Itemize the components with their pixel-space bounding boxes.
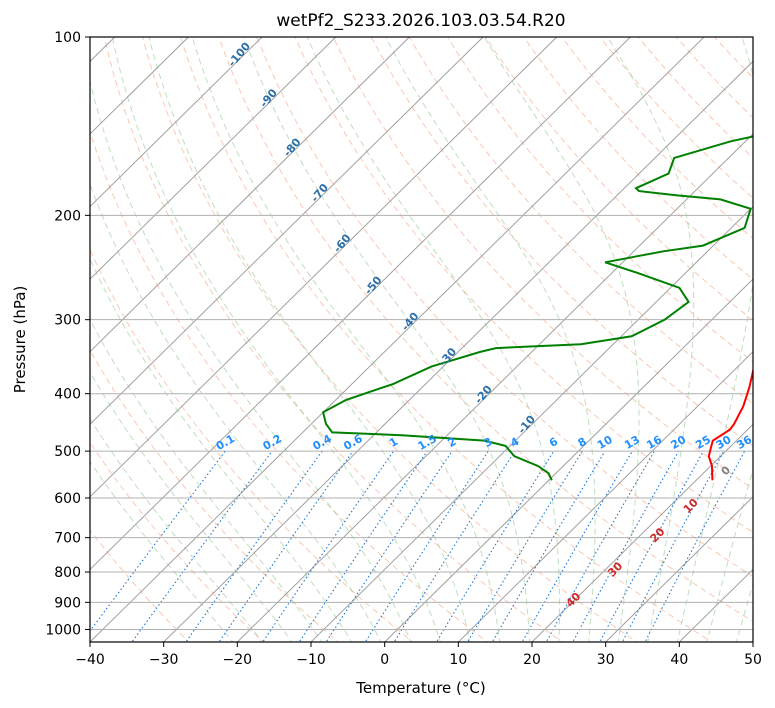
x-tick-label: −40: [75, 652, 105, 668]
dry-adiabat: [294, 37, 753, 533]
x-tick-label: −30: [149, 652, 179, 668]
isotherm: [90, 37, 631, 571]
mixing-ratio-line: [298, 450, 428, 642]
mixing-ratio-line: [435, 450, 555, 642]
mixing-ratio-line: [599, 450, 704, 642]
dewpoint-profile: [321, 135, 753, 481]
y-axis-title: Pressure (hPa): [11, 286, 29, 394]
dry-adiabat: [256, 37, 753, 578]
x-tick-label: 30: [597, 652, 615, 668]
x-tick-label: 20: [523, 652, 541, 668]
temperature-profile: [707, 366, 753, 481]
isotherm: [90, 37, 263, 208]
isotherm: [90, 37, 484, 425]
mixing-ratio-line: [364, 450, 489, 642]
mixing-ratio-line: [393, 450, 516, 642]
plot-frame: [89, 36, 754, 643]
x-tick-label: 50: [744, 652, 762, 668]
mixing-ratio-line: [621, 450, 725, 642]
isotherm: [90, 37, 337, 280]
isotherm: [163, 60, 753, 642]
isotherm: [384, 278, 753, 642]
mixing-ratio-line: [131, 450, 273, 642]
y-tick-label: 900: [54, 595, 81, 611]
dry-adiabat: [90, 130, 489, 642]
mixing-ratio-line: [185, 450, 323, 642]
moist-adiabat: [90, 79, 412, 642]
moist-adiabat: [90, 182, 382, 642]
isotherm: [605, 496, 753, 642]
mixing-ratio-line: [521, 450, 633, 642]
isotherm: [531, 423, 753, 642]
y-axis: 100 200 300 400 500 600 700 800 900 1000: [45, 30, 90, 638]
x-axis: −40 −30 −20 −10 0 10 20 30 40 50: [75, 642, 762, 668]
isotherm: [90, 37, 410, 353]
mixing-ratio-line: [325, 450, 453, 642]
y-tick-label: 200: [54, 208, 81, 224]
dry-adiabat: [370, 37, 753, 447]
isotherm: [457, 350, 753, 642]
y-tick-label: 700: [54, 531, 81, 547]
isotherm: [90, 37, 705, 642]
x-tick-label: 10: [449, 652, 467, 668]
dry-adiabat: [90, 248, 414, 642]
gridlines: [90, 37, 753, 630]
y-tick-label: 400: [54, 387, 81, 403]
mixing-ratio-line: [491, 450, 606, 642]
isotherm: [310, 205, 753, 642]
y-tick-label: 300: [54, 313, 81, 329]
x-tick-label: 0: [380, 652, 389, 668]
y-tick-label: 500: [54, 444, 81, 460]
dry-adiabat: [485, 37, 753, 322]
y-tick-label: 800: [54, 565, 81, 581]
mixing-ratio-line: [262, 450, 395, 642]
mixing-ratio-label: 36: [734, 433, 754, 452]
mixing-ratio-line: [644, 450, 746, 642]
x-tick-label: 40: [670, 652, 688, 668]
x-tick-label: −10: [296, 652, 326, 668]
dry-adiabat: [180, 37, 713, 642]
dry-adiabat: [332, 37, 753, 490]
y-tick-label: 100: [54, 30, 81, 46]
mixing-ratio-line: [218, 450, 354, 642]
profiles: [321, 135, 753, 481]
x-tick-label: −20: [223, 652, 253, 668]
dry-adiabat: [408, 37, 753, 405]
x-axis-title: Temperature (°C): [355, 679, 485, 697]
y-tick-label: 1000: [45, 622, 81, 638]
y-tick-label: 600: [54, 491, 81, 507]
chart-title: wetPf2_S233.2026.103.03.54.R20: [276, 11, 565, 31]
isotherm: [90, 37, 558, 498]
